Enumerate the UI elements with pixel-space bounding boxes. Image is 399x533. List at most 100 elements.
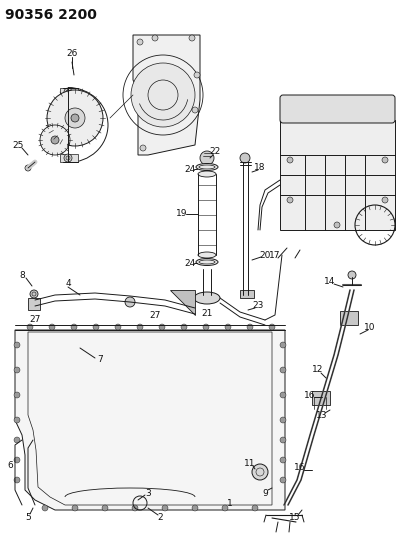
- Circle shape: [27, 324, 33, 330]
- Text: 16: 16: [294, 464, 306, 472]
- Text: 2: 2: [157, 513, 163, 522]
- Circle shape: [30, 290, 38, 298]
- Circle shape: [192, 107, 198, 113]
- Circle shape: [287, 197, 293, 203]
- Text: 24: 24: [184, 259, 196, 268]
- Text: 24: 24: [184, 165, 196, 174]
- Circle shape: [269, 324, 275, 330]
- Circle shape: [159, 324, 165, 330]
- Ellipse shape: [198, 252, 216, 258]
- Polygon shape: [133, 35, 200, 155]
- Circle shape: [93, 324, 99, 330]
- Bar: [60, 154, 78, 162]
- Circle shape: [252, 505, 258, 511]
- Circle shape: [14, 367, 20, 373]
- Circle shape: [71, 324, 77, 330]
- Text: 9: 9: [262, 489, 268, 497]
- Circle shape: [137, 39, 143, 45]
- Circle shape: [181, 324, 187, 330]
- Circle shape: [51, 136, 59, 144]
- Circle shape: [189, 35, 195, 41]
- Bar: [60, 88, 78, 96]
- Text: 22: 22: [209, 148, 221, 157]
- Circle shape: [348, 271, 356, 279]
- Circle shape: [222, 505, 228, 511]
- Text: 5: 5: [25, 513, 31, 521]
- Circle shape: [115, 324, 121, 330]
- Text: 8: 8: [19, 271, 25, 279]
- Bar: [280, 120, 395, 230]
- Circle shape: [280, 392, 286, 398]
- Circle shape: [71, 114, 79, 122]
- Text: 3: 3: [145, 489, 151, 497]
- Circle shape: [40, 125, 70, 155]
- Circle shape: [14, 437, 20, 443]
- Circle shape: [14, 417, 20, 423]
- Text: 14: 14: [324, 278, 336, 287]
- Circle shape: [194, 72, 200, 78]
- Circle shape: [47, 90, 103, 146]
- Circle shape: [225, 324, 231, 330]
- Circle shape: [140, 145, 146, 151]
- Circle shape: [200, 151, 214, 165]
- Bar: [312, 391, 330, 405]
- Text: 27: 27: [149, 311, 161, 319]
- Circle shape: [64, 88, 72, 96]
- Circle shape: [25, 165, 31, 171]
- Ellipse shape: [194, 292, 220, 304]
- Text: 10: 10: [364, 324, 376, 333]
- FancyBboxPatch shape: [280, 95, 395, 123]
- Circle shape: [382, 157, 388, 163]
- Circle shape: [280, 437, 286, 443]
- Circle shape: [14, 392, 20, 398]
- Bar: [28, 298, 40, 310]
- Text: 16: 16: [304, 391, 316, 400]
- Circle shape: [162, 505, 168, 511]
- Circle shape: [280, 477, 286, 483]
- Circle shape: [14, 477, 20, 483]
- Circle shape: [125, 297, 135, 307]
- Circle shape: [280, 417, 286, 423]
- Circle shape: [152, 35, 158, 41]
- Text: 7: 7: [97, 356, 103, 365]
- Bar: [340, 311, 358, 325]
- Text: 90356 2200: 90356 2200: [5, 8, 97, 22]
- Circle shape: [137, 324, 143, 330]
- Polygon shape: [15, 330, 285, 510]
- Circle shape: [131, 63, 195, 127]
- Circle shape: [64, 154, 72, 162]
- Polygon shape: [170, 290, 195, 315]
- Text: 17: 17: [269, 251, 281, 260]
- Text: 25: 25: [12, 141, 24, 149]
- Circle shape: [14, 457, 20, 463]
- Text: 18: 18: [254, 164, 266, 173]
- Ellipse shape: [196, 164, 218, 171]
- Text: 19: 19: [176, 209, 188, 219]
- Circle shape: [132, 505, 138, 511]
- Text: 26: 26: [66, 49, 78, 58]
- Circle shape: [280, 457, 286, 463]
- Circle shape: [102, 505, 108, 511]
- Circle shape: [382, 197, 388, 203]
- Circle shape: [203, 324, 209, 330]
- Circle shape: [247, 324, 253, 330]
- Text: 15: 15: [289, 513, 301, 522]
- Text: 1: 1: [227, 498, 233, 507]
- Circle shape: [280, 342, 286, 348]
- Ellipse shape: [198, 171, 216, 177]
- Circle shape: [240, 153, 250, 163]
- Ellipse shape: [196, 259, 218, 265]
- Circle shape: [287, 157, 293, 163]
- Text: 11: 11: [244, 458, 256, 467]
- Circle shape: [42, 505, 48, 511]
- Text: 20: 20: [259, 251, 271, 260]
- Text: 6: 6: [7, 461, 13, 470]
- Text: 27: 27: [29, 316, 41, 325]
- Circle shape: [280, 367, 286, 373]
- Circle shape: [252, 464, 268, 480]
- Circle shape: [65, 108, 85, 128]
- Bar: [240, 290, 254, 298]
- Text: 12: 12: [312, 366, 324, 375]
- Circle shape: [192, 505, 198, 511]
- Text: 23: 23: [252, 301, 264, 310]
